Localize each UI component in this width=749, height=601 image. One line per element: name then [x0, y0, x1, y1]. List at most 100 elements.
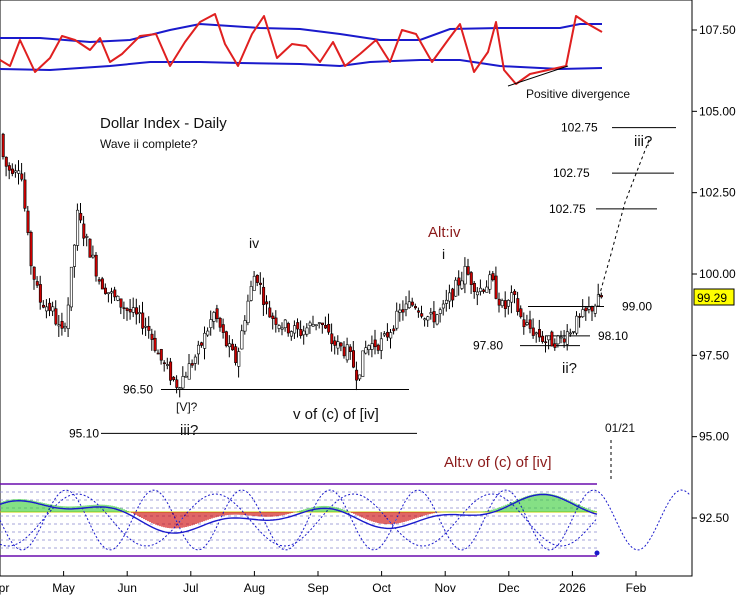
candle-bear	[482, 289, 486, 292]
candle-bull	[181, 376, 185, 389]
candle-bear	[150, 333, 154, 340]
x-tick-label: Jul	[183, 581, 198, 595]
y-tick-label: 97.50	[699, 348, 729, 362]
candle-bear	[113, 289, 117, 298]
candle-bull	[206, 330, 210, 336]
candle-bear	[432, 311, 436, 323]
oscillator-lower-band	[0, 59, 603, 72]
candle-bull	[184, 375, 188, 378]
y-tick-label: 95.00	[699, 430, 729, 444]
projection-dotted-line	[598, 137, 651, 297]
oscillator-line	[0, 13, 603, 85]
candle-bull	[252, 275, 256, 291]
candle-bull	[506, 300, 510, 307]
candle-bear	[7, 165, 11, 171]
candle-bear	[26, 210, 30, 233]
candle-bear	[122, 307, 126, 310]
candle-bull	[361, 350, 365, 377]
candle-bear	[23, 179, 27, 209]
candle-bear	[472, 282, 476, 293]
candle-bull	[454, 279, 458, 297]
candle-bull	[556, 335, 560, 345]
x-tick-label: Dec	[498, 581, 519, 595]
wave-label-v-bracket: [V]?	[176, 400, 198, 414]
candle-bear	[513, 290, 517, 295]
candle-bear	[324, 325, 328, 329]
x-tick-label: Nov	[435, 581, 456, 595]
candle-bear	[541, 335, 545, 342]
candle-bull	[500, 300, 504, 307]
candle-bear	[528, 319, 532, 329]
x-tick-label: Oct	[372, 581, 391, 595]
candle-bear	[221, 324, 225, 333]
candle-bull	[63, 325, 67, 329]
candle-bear	[48, 302, 52, 311]
chart-subtitle: Wave ii complete?	[100, 137, 198, 151]
wave-label-iii-target: iii?	[634, 133, 652, 150]
candle-bear	[348, 346, 352, 352]
candle-bull	[51, 306, 55, 312]
x-tick-label: Jun	[118, 581, 137, 595]
candle-bull	[398, 309, 402, 313]
x-tick-label: Feb	[626, 581, 647, 595]
candle-bear	[491, 273, 495, 281]
candle-bull	[14, 170, 18, 173]
candle-bull	[587, 306, 591, 310]
wave-label-ii: ii?	[562, 360, 577, 377]
candle-bull	[479, 287, 483, 292]
candle-bull	[547, 335, 551, 341]
candle-bull	[575, 315, 579, 334]
candle-bear	[420, 313, 424, 317]
candle-bear	[268, 307, 272, 318]
candle-bull	[69, 266, 73, 308]
candle-bull	[565, 331, 569, 345]
candle-bull	[370, 343, 374, 350]
candle-bear	[497, 298, 501, 306]
last-price-tag	[693, 288, 735, 306]
candle-bear	[231, 343, 235, 351]
cycle-composite-line	[0, 493, 598, 534]
cycle-histogram-panel	[0, 440, 691, 557]
cycle-wave-dotted	[0, 489, 691, 551]
candle-bull	[237, 351, 241, 367]
candle-bear	[262, 286, 266, 305]
candle-bear	[104, 287, 108, 294]
candle-bear	[156, 352, 160, 355]
oscillator-panel	[0, 13, 603, 87]
y-tick-label: 92.50	[699, 511, 729, 525]
price-candles	[1, 132, 651, 398]
date-label-0121: 01/21	[605, 421, 635, 435]
candle-bull	[283, 319, 287, 329]
candle-bull	[426, 316, 430, 321]
candle-bear	[172, 376, 176, 380]
wave-label-iii-lower: iii?	[180, 422, 198, 439]
candle-bear	[330, 333, 334, 345]
candle-bear	[333, 340, 337, 346]
candle-bear	[141, 312, 145, 329]
candle-bear	[255, 274, 259, 283]
candle-bear	[544, 341, 548, 344]
candle-bull	[209, 319, 213, 328]
candle-bear	[286, 323, 290, 334]
candle-bull	[572, 330, 576, 333]
candle-bull	[243, 320, 247, 332]
candle-bull	[510, 292, 514, 303]
candle-bear	[342, 346, 346, 357]
candle-bull	[197, 344, 201, 355]
candle-bull	[187, 363, 191, 380]
candle-bull	[485, 286, 489, 293]
candle-bull	[311, 324, 315, 327]
candle-bear	[54, 308, 58, 325]
level-label: 99.00	[622, 300, 652, 314]
candle-bear	[469, 272, 473, 285]
candle-bull	[429, 312, 433, 315]
candle-bear	[135, 307, 139, 315]
candle-bull	[144, 325, 148, 328]
candle-bear	[218, 317, 222, 328]
candle-bull	[448, 292, 452, 302]
candle-bear	[296, 322, 300, 330]
candle-bear	[599, 295, 603, 298]
candle-bull	[138, 312, 142, 315]
candle-bear	[20, 173, 24, 180]
